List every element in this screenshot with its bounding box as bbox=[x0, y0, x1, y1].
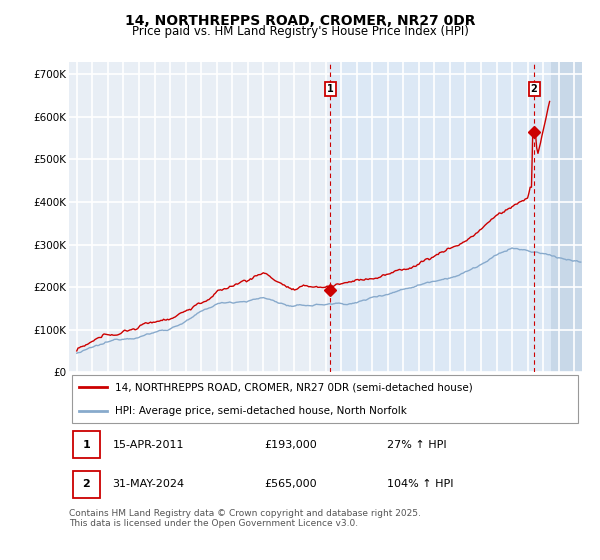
Text: 1: 1 bbox=[83, 440, 91, 450]
Bar bbox=[330, 62, 551, 372]
Text: 14, NORTHREPPS ROAD, CROMER, NR27 0DR (semi-detached house): 14, NORTHREPPS ROAD, CROMER, NR27 0DR (s… bbox=[115, 382, 473, 392]
FancyBboxPatch shape bbox=[73, 471, 100, 498]
Text: 15-APR-2011: 15-APR-2011 bbox=[113, 440, 184, 450]
Bar bbox=[551, 62, 587, 372]
Text: Contains HM Land Registry data © Crown copyright and database right 2025.
This d: Contains HM Land Registry data © Crown c… bbox=[69, 509, 421, 528]
Text: 27% ↑ HPI: 27% ↑ HPI bbox=[387, 440, 446, 450]
Text: 2: 2 bbox=[531, 84, 538, 94]
Text: 31-MAY-2024: 31-MAY-2024 bbox=[113, 479, 185, 489]
Text: HPI: Average price, semi-detached house, North Norfolk: HPI: Average price, semi-detached house,… bbox=[115, 406, 407, 416]
Text: Price paid vs. HM Land Registry's House Price Index (HPI): Price paid vs. HM Land Registry's House … bbox=[131, 25, 469, 38]
Text: £565,000: £565,000 bbox=[264, 479, 317, 489]
Text: £193,000: £193,000 bbox=[264, 440, 317, 450]
FancyBboxPatch shape bbox=[73, 431, 100, 458]
Text: 2: 2 bbox=[83, 479, 91, 489]
Text: 104% ↑ HPI: 104% ↑ HPI bbox=[387, 479, 454, 489]
Text: 1: 1 bbox=[327, 84, 334, 94]
Text: 14, NORTHREPPS ROAD, CROMER, NR27 0DR: 14, NORTHREPPS ROAD, CROMER, NR27 0DR bbox=[125, 14, 475, 28]
FancyBboxPatch shape bbox=[71, 375, 578, 423]
